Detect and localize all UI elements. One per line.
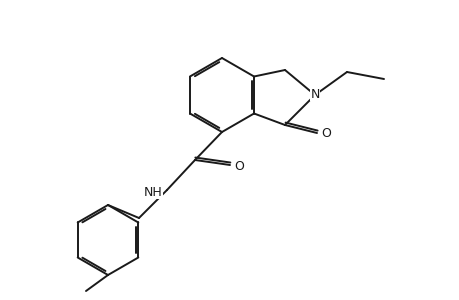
Text: O: O	[234, 160, 243, 172]
Text: N: N	[310, 88, 319, 100]
Text: O: O	[320, 127, 330, 140]
Text: NH: NH	[143, 185, 162, 199]
